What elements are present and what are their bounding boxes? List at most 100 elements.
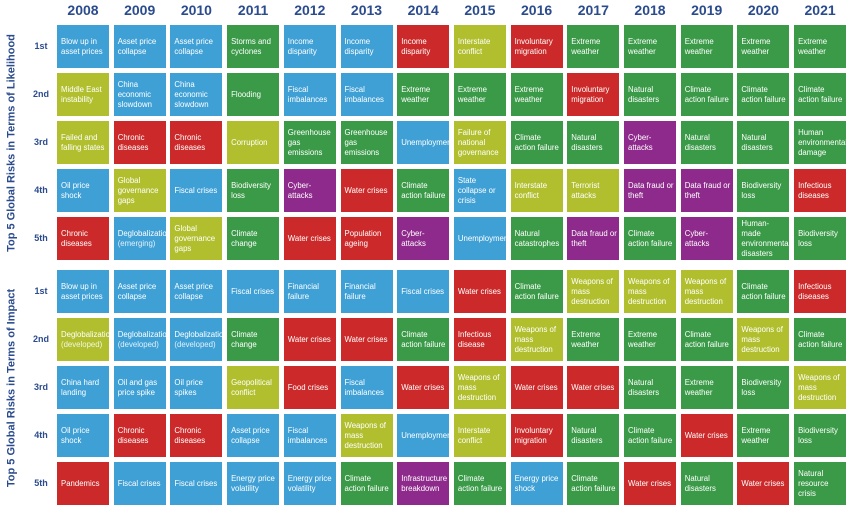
- risk-cell: Chronic diseases: [113, 414, 166, 457]
- risk-cell: Water crises: [624, 462, 676, 505]
- risk-cell: Interstate conflict: [453, 414, 506, 457]
- risk-label: Oil price shock: [61, 414, 107, 457]
- risk-name: Human environmental damage: [798, 127, 847, 157]
- risk-name: Financial failure: [344, 281, 376, 301]
- risk-label: Chronic diseases: [174, 414, 220, 457]
- risk-name: Climate action failure: [798, 84, 843, 104]
- risk-label: Fiscal imbalances: [288, 414, 334, 457]
- risk-label: China hard landing: [61, 366, 107, 409]
- risk-cell: Human-made environmental disasters: [737, 217, 790, 260]
- risk-label: Extreme weather: [798, 25, 844, 68]
- risk-cell: Fiscal imbalances: [283, 73, 336, 116]
- risk-label: Biodiversity loss: [798, 217, 844, 260]
- risk-cell: Flooding: [227, 73, 280, 116]
- risk-label: Biodiversity loss: [741, 366, 787, 409]
- risk-label: Climate change: [231, 318, 277, 361]
- risk-cell: Water crises: [567, 366, 620, 409]
- risk-name: Human-made environmental disasters: [741, 218, 790, 258]
- risk-label: Extreme weather: [741, 25, 787, 68]
- risk-cell: Water crises: [397, 366, 450, 409]
- risk-cell: Chronic diseases: [170, 414, 223, 457]
- risk-cell: Financial failure: [283, 270, 336, 313]
- risk-cell: Climate change: [227, 318, 280, 361]
- risk-name: Oil price spikes: [174, 377, 203, 397]
- risk-cell: Greenhouse gas emissions: [340, 121, 393, 164]
- risk-name: Weapons of mass destruction: [571, 276, 613, 306]
- risk-label: Human-made environmental disasters: [741, 217, 790, 260]
- risk-label: Weapons of mass destruction: [515, 318, 561, 361]
- risk-name: Asset price collapse: [174, 36, 213, 56]
- risk-label: Middle East instability: [61, 73, 107, 116]
- risk-name: Pandemics: [61, 478, 100, 488]
- risk-name: Weapons of mass destruction: [684, 276, 727, 306]
- risk-label: Data fraud or theft: [571, 217, 617, 260]
- risk-name: Energy price volatility: [287, 473, 332, 493]
- risk-label: Natural disasters: [628, 73, 674, 116]
- risk-label: Deglobalization (developed): [61, 318, 109, 361]
- risk-name: Fiscal crises: [117, 478, 161, 488]
- risk-name: Asset price collapse: [231, 425, 270, 445]
- risk-name: Extreme weather: [684, 36, 714, 56]
- year-header: 2021: [804, 2, 836, 18]
- risk-label: Weapons of mass destruction: [458, 366, 504, 409]
- risk-label: Infectious diseases: [798, 169, 844, 212]
- risk-cell: Natural disasters: [680, 121, 733, 164]
- risk-name: Involuntary migration: [514, 425, 553, 445]
- risk-name: Global governance gaps: [117, 175, 159, 205]
- year-header: 2010: [180, 2, 212, 18]
- rank-label: 5th: [34, 232, 48, 243]
- risk-label: Water crises: [741, 462, 787, 505]
- risk-cell: Human environmental damage: [794, 121, 847, 164]
- risk-label: Climate action failure: [685, 73, 731, 116]
- risk-cell: Extreme weather: [737, 25, 790, 68]
- risk-label: Interstate conflict: [458, 414, 504, 457]
- risk-name: Failure of national governance: [457, 127, 499, 157]
- risk-label: Climate action failure: [685, 318, 731, 361]
- risk-name: Natural disasters: [684, 473, 716, 493]
- risk-name: Natural resource crisis: [798, 468, 829, 498]
- risk-qualifier: (developed): [61, 339, 103, 349]
- risk-cell: Climate action failure: [510, 270, 563, 313]
- risk-cell: Population ageing: [340, 217, 393, 260]
- risk-label: Cyber-attacks: [685, 217, 731, 260]
- risk-label: Climate change: [231, 217, 277, 260]
- risk-cell: Extreme weather: [567, 318, 620, 361]
- risk-cell: Extreme weather: [567, 25, 620, 68]
- risk-cell: Infectious diseases: [794, 169, 847, 212]
- risk-label: Involuntary migration: [515, 25, 561, 68]
- risk-name: Weapons of mass destruction: [741, 324, 783, 354]
- risk-name: Greenhouse gas emissions: [287, 127, 331, 157]
- risk-label: Fiscal crises: [401, 270, 447, 313]
- risk-name: Natural disasters: [628, 377, 660, 397]
- risk-name: Natural disasters: [684, 132, 716, 152]
- risk-cell: Failed and falling states: [57, 121, 109, 164]
- risk-label: Terrorist attacks: [571, 169, 617, 212]
- risk-label: Climate action failure: [458, 462, 504, 505]
- risk-cell: Water crises: [737, 462, 790, 505]
- risk-label: Storms and cyclones: [231, 25, 277, 68]
- rank-label: 3rd: [33, 381, 48, 392]
- risk-name: Water crises: [571, 382, 615, 392]
- risk-cell: Data fraud or theft: [680, 169, 733, 212]
- risk-label: Climate action failure: [741, 73, 787, 116]
- risk-name: Extreme weather: [628, 329, 658, 349]
- risk-label: Infectious disease: [458, 318, 504, 361]
- risk-label: Deglobalization (developed): [118, 318, 166, 361]
- risk-cell: China hard landing: [57, 366, 109, 409]
- risk-name: Weapons of mass destruction: [457, 372, 500, 402]
- risk-label: Food crises: [288, 366, 334, 409]
- risk-label: Extreme weather: [401, 73, 447, 116]
- risk-name: Greenhouse gas emissions: [344, 127, 388, 157]
- risk-cell: Corruption: [227, 121, 280, 164]
- risk-cell: Fiscal crises: [227, 270, 280, 313]
- risk-label: Extreme weather: [458, 73, 504, 116]
- risk-cell: Cyber-attacks: [283, 169, 336, 212]
- risk-label: Climate action failure: [798, 73, 844, 116]
- risk-label: Climate action failure: [401, 169, 447, 212]
- risk-name: China economic slowdown: [117, 79, 152, 109]
- risk-label: Blow up in asset prices: [61, 270, 107, 313]
- risk-name: Weapons of mass destruction: [798, 372, 840, 402]
- risk-label: Blow up in asset prices: [61, 25, 107, 68]
- risk-name: Climate action failure: [628, 228, 673, 248]
